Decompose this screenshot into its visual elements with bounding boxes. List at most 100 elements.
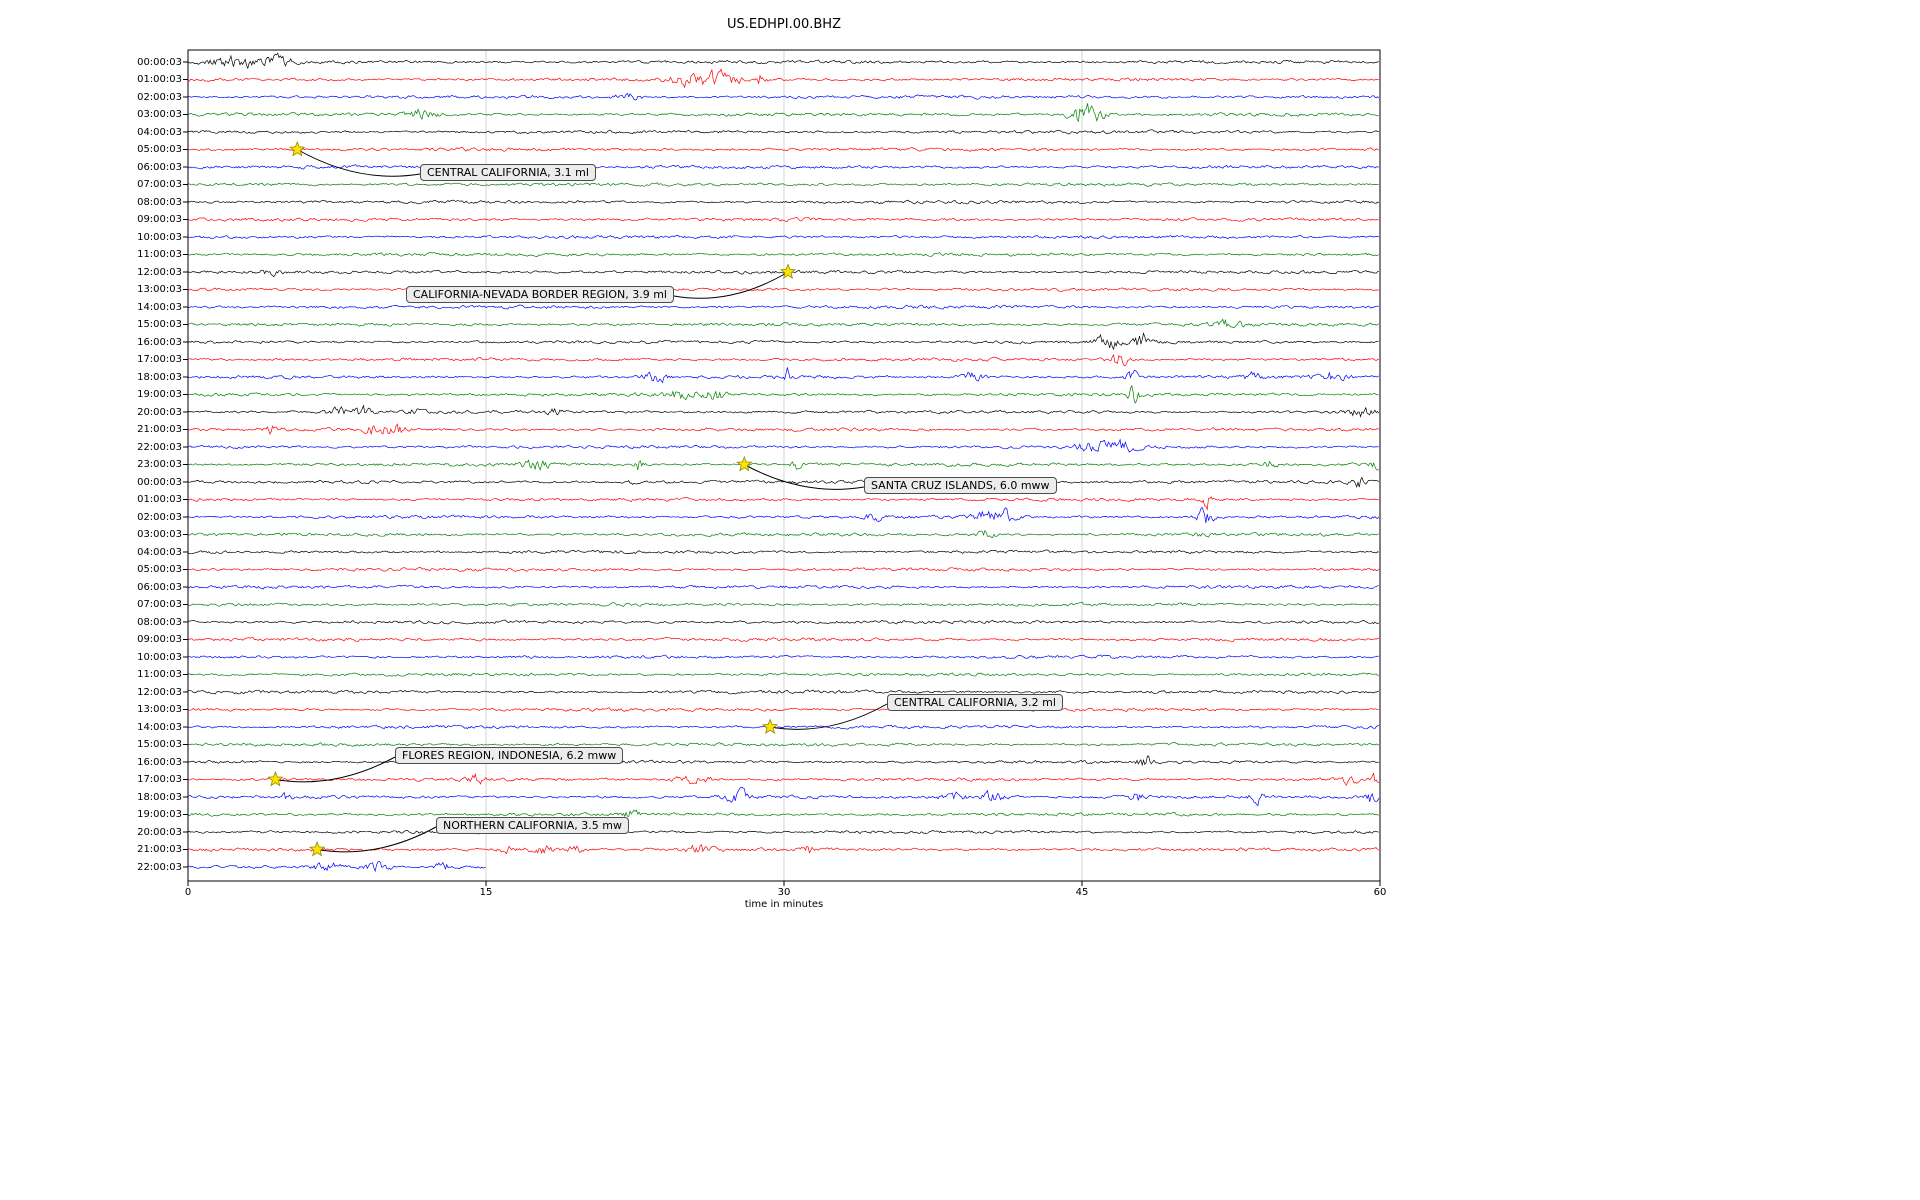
trace-row-43 <box>187 809 1379 818</box>
y-tick-label: 23:00:03 <box>137 459 182 470</box>
trace-row-33 <box>187 637 1379 643</box>
trace-row-0 <box>187 52 1379 70</box>
trace-row-35 <box>187 672 1379 677</box>
trace-row-8 <box>187 199 1379 205</box>
trace-row-38 <box>187 724 1379 730</box>
y-tick-label: 02:00:03 <box>137 511 182 523</box>
y-tick-label: 02:00:03 <box>137 91 182 103</box>
y-tick-label: 11:00:03 <box>137 669 182 680</box>
annotation-leader-line <box>297 149 421 177</box>
y-tick-label: 00:00:03 <box>137 476 182 488</box>
trace-row-9 <box>187 217 1379 222</box>
annotation-leader-line <box>744 464 865 490</box>
x-tick-label: 15 <box>479 887 493 898</box>
y-tick-label: 06:00:03 <box>137 581 182 593</box>
y-tick-label: 03:00:03 <box>137 109 182 120</box>
trace-row-27 <box>187 529 1379 538</box>
x-tick-label: 60 <box>1373 887 1387 898</box>
trace-row-40 <box>187 755 1379 767</box>
trace-row-16 <box>187 332 1379 351</box>
event-star-icon <box>761 718 779 735</box>
y-tick-label: 16:00:03 <box>137 336 182 348</box>
y-tick-label: 08:00:03 <box>137 196 182 208</box>
y-tick-label: 01:00:03 <box>137 494 182 505</box>
trace-row-29 <box>187 567 1380 572</box>
y-tick-label: 05:00:03 <box>137 564 182 575</box>
trace-row-13 <box>187 287 1379 292</box>
annotation-leader-line <box>673 271 789 299</box>
y-tick-label: 21:00:03 <box>137 424 182 435</box>
trace-row-37 <box>187 707 1379 713</box>
trace-row-4 <box>187 129 1379 135</box>
y-tick-label: 17:00:03 <box>137 354 182 365</box>
y-tick-label: 01:00:03 <box>137 74 182 85</box>
annotation-leader-line <box>275 756 396 783</box>
y-tick-label: 03:00:03 <box>137 529 182 540</box>
y-tick-label: 17:00:03 <box>137 774 182 785</box>
event-star-icon <box>736 455 753 472</box>
trace-row-6 <box>187 164 1379 170</box>
y-tick-label: 19:00:03 <box>137 809 182 820</box>
y-tick-label: 11:00:03 <box>137 249 182 260</box>
trace-row-11 <box>187 252 1379 257</box>
y-tick-label: 15:00:03 <box>137 739 182 750</box>
event-annotation: CALIFORNIA-NEVADA BORDER REGION, 3.9 ml <box>406 286 674 303</box>
y-tick-label: 15:00:03 <box>137 319 182 330</box>
trace-row-42 <box>187 786 1380 807</box>
y-tick-label: 14:00:03 <box>137 301 182 313</box>
event-star-icon <box>267 770 284 787</box>
y-tick-label: 14:00:03 <box>137 721 182 733</box>
trace-row-2 <box>188 92 1380 101</box>
y-tick-label: 07:00:03 <box>137 179 182 190</box>
y-tick-label: 00:00:03 <box>137 56 182 68</box>
trace-row-24 <box>187 476 1380 489</box>
y-tick-label: 18:00:03 <box>137 371 182 383</box>
x-axis-label: time in minutes <box>744 899 824 910</box>
trace-row-30 <box>187 584 1379 590</box>
event-annotation: SANTA CRUZ ISLANDS, 6.0 mww <box>864 477 1057 494</box>
y-tick-label: 10:00:03 <box>137 651 182 663</box>
y-tick-label: 06:00:03 <box>137 161 182 173</box>
y-tick-label: 08:00:03 <box>137 616 182 628</box>
x-tick-label: 45 <box>1075 887 1089 898</box>
y-tick-label: 22:00:03 <box>137 441 182 453</box>
y-tick-label: 04:00:03 <box>137 546 182 558</box>
trace-row-45 <box>187 844 1379 855</box>
trace-row-10 <box>187 234 1379 240</box>
y-tick-label: 12:00:03 <box>137 266 182 278</box>
y-tick-label: 04:00:03 <box>137 126 182 138</box>
trace-row-20 <box>187 404 1380 418</box>
event-star-icon <box>308 840 326 857</box>
chart-title: US.EDHPI.00.BHZ <box>727 17 841 32</box>
trace-row-26 <box>187 506 1380 524</box>
trace-row-3 <box>187 103 1379 123</box>
trace-row-5 <box>187 146 1379 152</box>
trace-row-17 <box>187 353 1379 367</box>
trace-row-15 <box>187 318 1379 328</box>
trace-row-25 <box>187 496 1379 511</box>
y-tick-label: 20:00:03 <box>137 826 182 838</box>
y-tick-label: 10:00:03 <box>137 231 182 243</box>
trace-row-23 <box>187 459 1379 471</box>
y-tick-label: 20:00:03 <box>137 406 182 418</box>
trace-row-7 <box>187 182 1379 187</box>
trace-row-12 <box>187 269 1379 278</box>
y-tick-label: 21:00:03 <box>137 844 182 855</box>
y-tick-label: 19:00:03 <box>137 389 182 400</box>
y-tick-label: 05:00:03 <box>137 144 182 155</box>
event-annotation: NORTHERN CALIFORNIA, 3.5 mw <box>436 817 629 834</box>
y-tick-label: 13:00:03 <box>137 704 182 715</box>
y-tick-label: 22:00:03 <box>137 861 182 873</box>
event-star-icon <box>289 140 306 157</box>
trace-row-34 <box>187 654 1379 660</box>
trace-row-1 <box>187 68 1379 89</box>
y-tick-label: 09:00:03 <box>137 634 182 645</box>
x-tick-label: 30 <box>777 887 791 898</box>
trace-row-18 <box>187 366 1379 384</box>
trace-row-36 <box>187 689 1379 695</box>
trace-row-28 <box>187 549 1379 555</box>
annotation-leader-line <box>317 826 437 853</box>
y-tick-label: 09:00:03 <box>137 214 182 225</box>
